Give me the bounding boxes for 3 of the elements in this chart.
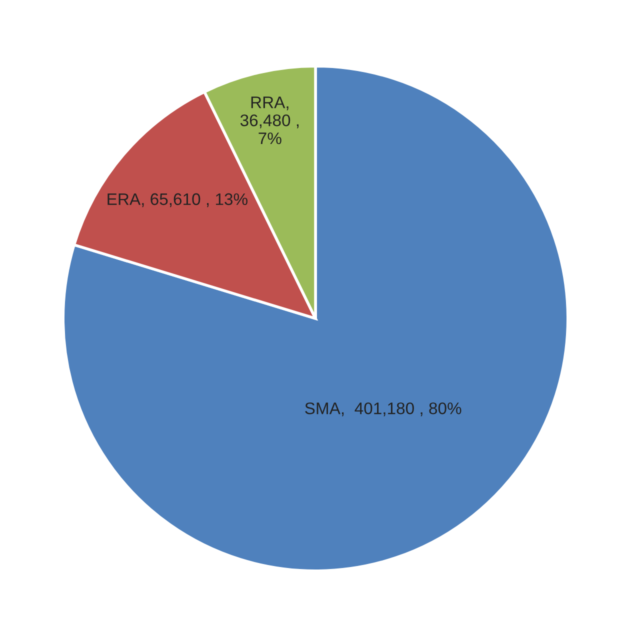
- slice-label: SMA, 401,180 , 80%: [305, 402, 462, 416]
- slice-label: RRA, 36,480 , 7%: [240, 96, 299, 144]
- slice-label: ERA, 65,610 , 13%: [108, 193, 248, 208]
